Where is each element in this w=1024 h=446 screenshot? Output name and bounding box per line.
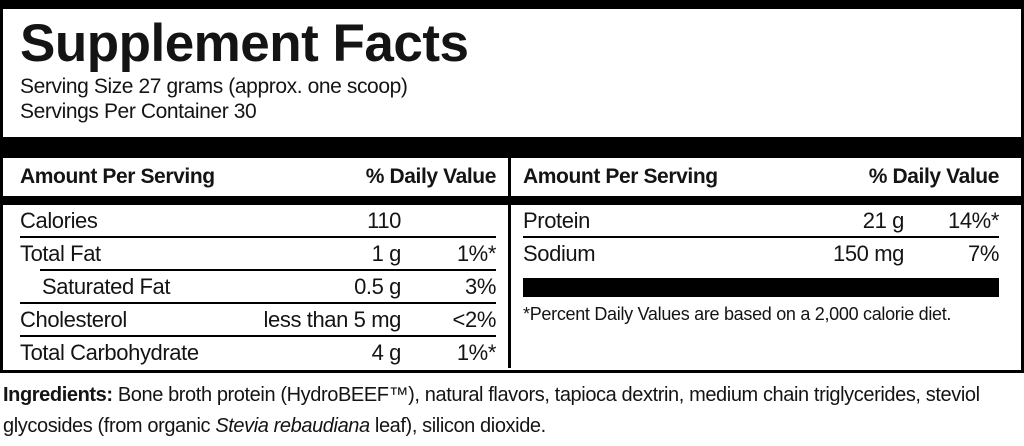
nutrient-dv: 1%* [456,240,497,266]
footnote-top-bar [523,278,999,297]
nutrient-name: Sodium [523,240,596,266]
ingredients-segment-2: leaf), silicon dioxide. [369,415,546,437]
ingredients-text: Ingredients: Bone broth protein (HydroBE… [3,380,1021,442]
header-daily-value: % Daily Value [365,165,497,188]
row-separator [523,236,999,238]
nutrient-name: Calories [20,207,98,233]
nutrient-amount: 4 g [371,339,402,365]
header-divider-bar [3,196,508,205]
nutrient-row-sodium: Sodium 150 mg 7% [523,238,999,269]
nutrient-dv: <2% [452,306,497,332]
nutrient-column-left: Amount Per Serving % Daily Value Calorie… [3,158,508,368]
row-separator-indented [40,269,496,271]
nutrient-amount: 1 g [371,240,402,266]
servings-per-container-text: Servings Per Container 30 [20,100,257,123]
nutrient-name: Total Fat [20,240,101,266]
nutrient-name: Saturated Fat [42,273,171,299]
nutrient-row-total-fat: Total Fat 1 g 1%* [20,238,496,269]
nutrient-name: Protein [523,207,590,233]
nutrient-dv: 7% [968,240,999,266]
serving-info: Serving Size 27 grams (approx. one scoop… [20,74,1004,124]
serving-size-text: Serving Size 27 grams (approx. one scoop… [20,75,408,98]
nutrient-name: Total Carbohydrate [20,339,199,365]
daily-value-footnote: *Percent Daily Values are based on a 2,0… [523,304,952,324]
column-header: Amount Per Serving % Daily Value [523,158,999,196]
nutrient-row-protein: Protein 21 g 14%* [523,205,999,236]
column-divider [508,158,511,368]
nutrient-amount: 110 [367,207,401,233]
facts-table: Amount Per Serving % Daily Value Calorie… [3,137,1021,368]
supplement-facts-panel: Supplement Facts Serving Size 27 grams (… [0,0,1024,373]
header-amount-per-serving: Amount Per Serving [523,165,718,188]
nutrient-row-calories: Calories 110 [20,205,496,236]
header-amount-per-serving: Amount Per Serving [20,165,215,188]
nutrient-row-cholesterol: Cholesterol less than 5 mg <2% [20,304,496,335]
row-separator [20,335,496,337]
nutrient-dv: 14%* [948,207,999,233]
table-top-bar [3,137,1021,158]
nutrient-row-saturated-fat: Saturated Fat 0.5 g 3% [20,271,496,302]
header-daily-value: % Daily Value [868,165,1000,188]
nutrient-amount: 21 g [862,207,905,233]
nutrient-name: Cholesterol [20,306,127,332]
row-separator [20,302,496,304]
column-header: Amount Per Serving % Daily Value [20,158,496,196]
nutrient-amount: less than 5 mg [263,306,402,332]
nutrient-amount: 0.5 g [354,273,401,299]
nutrient-column-right: Amount Per Serving % Daily Value Protein… [511,158,1021,368]
panel-title: Supplement Facts [20,14,469,73]
ingredients-segment-1: Bone broth protein (HydroBEEF™), natural… [3,384,980,437]
nutrient-dv: 3% [465,273,496,299]
nutrient-dv: 1%* [456,339,497,365]
ingredients-label: Ingredients: [3,384,113,406]
row-separator [20,236,496,238]
header-divider-bar [511,196,1021,205]
ingredients-botanical-name: Stevia rebaudiana [215,415,370,437]
nutrient-row-total-carbohydrate: Total Carbohydrate 4 g 1%* [20,337,496,368]
nutrient-amount: 150 mg [833,240,904,266]
